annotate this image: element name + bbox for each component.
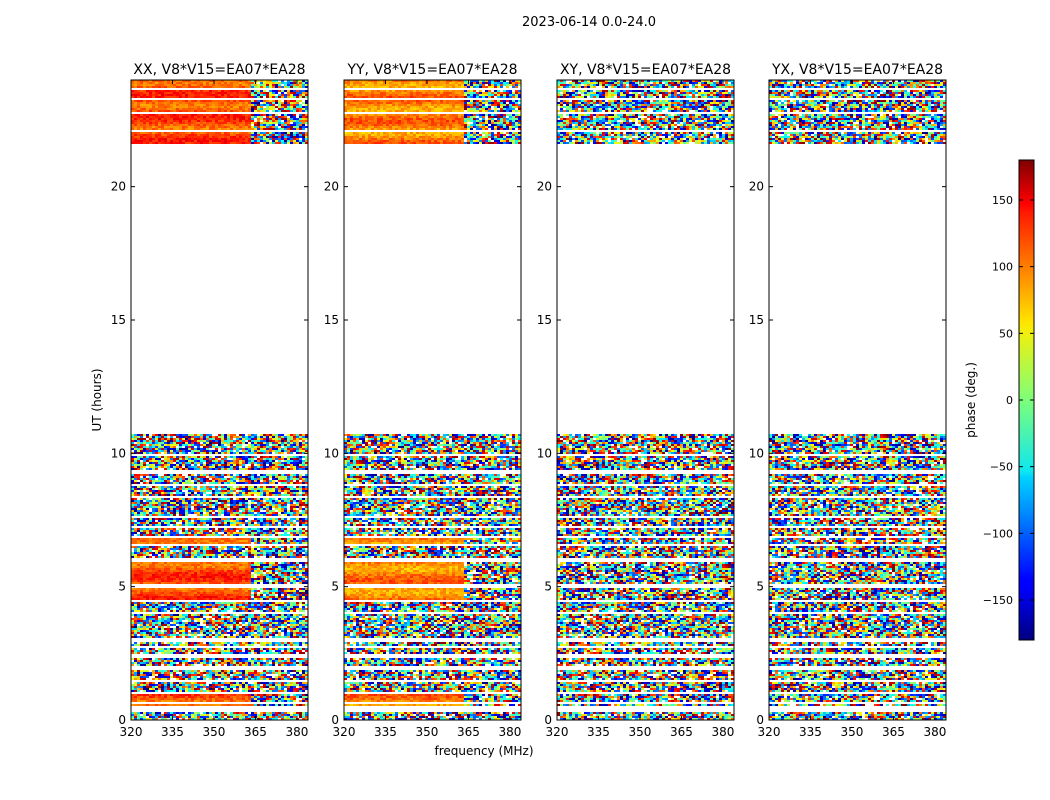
y-tick-label: 5 xyxy=(331,580,339,594)
x-axis-label: frequency (MHz) xyxy=(434,744,533,758)
x-tick-label: 350 xyxy=(841,725,864,739)
y-axis-label: UT (hours) xyxy=(90,368,104,431)
phase-waterfall-figure: 2023-06-14 0.0-24.0 frequency (MHz) UT (… xyxy=(0,0,1050,800)
x-tick-label: 380 xyxy=(923,725,946,739)
x-tick-label: 320 xyxy=(758,725,781,739)
panel-title: YY, V8*V15=EA07*EA28 xyxy=(346,62,517,78)
figure-suptitle: 2023-06-14 0.0-24.0 xyxy=(522,15,656,30)
colorbar: phase (deg.) 150 100 50 0 −50 −100 −150 xyxy=(964,160,1034,640)
colorbar-tick-label: −100 xyxy=(983,527,1013,540)
y-tick-label: 20 xyxy=(111,180,126,194)
y-tick-label: 20 xyxy=(324,180,339,194)
x-tick-label: 335 xyxy=(799,725,822,739)
colorbar-label: phase (deg.) xyxy=(964,362,978,438)
x-tick-label: 380 xyxy=(711,725,734,739)
y-tick-label: 20 xyxy=(537,180,552,194)
x-tick-label: 350 xyxy=(203,725,226,739)
y-tick-label: 20 xyxy=(749,180,764,194)
phase-heatmap-cells xyxy=(769,80,946,720)
y-tick-label: 10 xyxy=(749,446,764,460)
colorbar-tick-label: 150 xyxy=(992,194,1013,207)
phase-heatmap-cells xyxy=(344,80,521,720)
y-tick-label: 10 xyxy=(111,446,126,460)
x-tick-label: 335 xyxy=(161,725,184,739)
x-tick-label: 320 xyxy=(546,725,569,739)
colorbar-tick-label: −150 xyxy=(983,594,1013,607)
y-tick-label: 10 xyxy=(324,446,339,460)
panel-title: YX, V8*V15=EA07*EA28 xyxy=(771,62,943,78)
x-tick-label: 380 xyxy=(285,725,308,739)
y-tick-label: 5 xyxy=(118,580,126,594)
colorbar-tick-label: −50 xyxy=(990,461,1013,474)
y-tick-label: 15 xyxy=(111,313,126,327)
panel-title: XX, V8*V15=EA07*EA28 xyxy=(133,62,305,78)
phase-heatmap-cells xyxy=(557,80,734,720)
y-tick-label: 10 xyxy=(537,446,552,460)
x-tick-label: 320 xyxy=(120,725,143,739)
x-tick-label: 350 xyxy=(416,725,439,739)
y-tick-label: 5 xyxy=(544,580,552,594)
y-tick-label: 15 xyxy=(749,313,764,327)
x-tick-label: 350 xyxy=(629,725,652,739)
x-tick-label: 365 xyxy=(670,725,693,739)
y-tick-label: 15 xyxy=(537,313,552,327)
x-tick-label: 365 xyxy=(882,725,905,739)
y-tick-label: 15 xyxy=(324,313,339,327)
x-tick-label: 365 xyxy=(244,725,267,739)
y-tick-label: 5 xyxy=(756,580,764,594)
x-tick-label: 335 xyxy=(587,725,610,739)
x-tick-label: 365 xyxy=(457,725,480,739)
x-tick-label: 320 xyxy=(333,725,356,739)
x-tick-label: 335 xyxy=(374,725,397,739)
colorbar-tick-label: 100 xyxy=(992,261,1013,274)
x-tick-label: 380 xyxy=(498,725,521,739)
colorbar-tick-label: 50 xyxy=(999,327,1013,340)
colorbar-tick-label: 0 xyxy=(1006,394,1013,407)
phase-heatmap-cells xyxy=(131,80,308,720)
panel-title: XY, V8*V15=EA07*EA28 xyxy=(560,62,731,78)
